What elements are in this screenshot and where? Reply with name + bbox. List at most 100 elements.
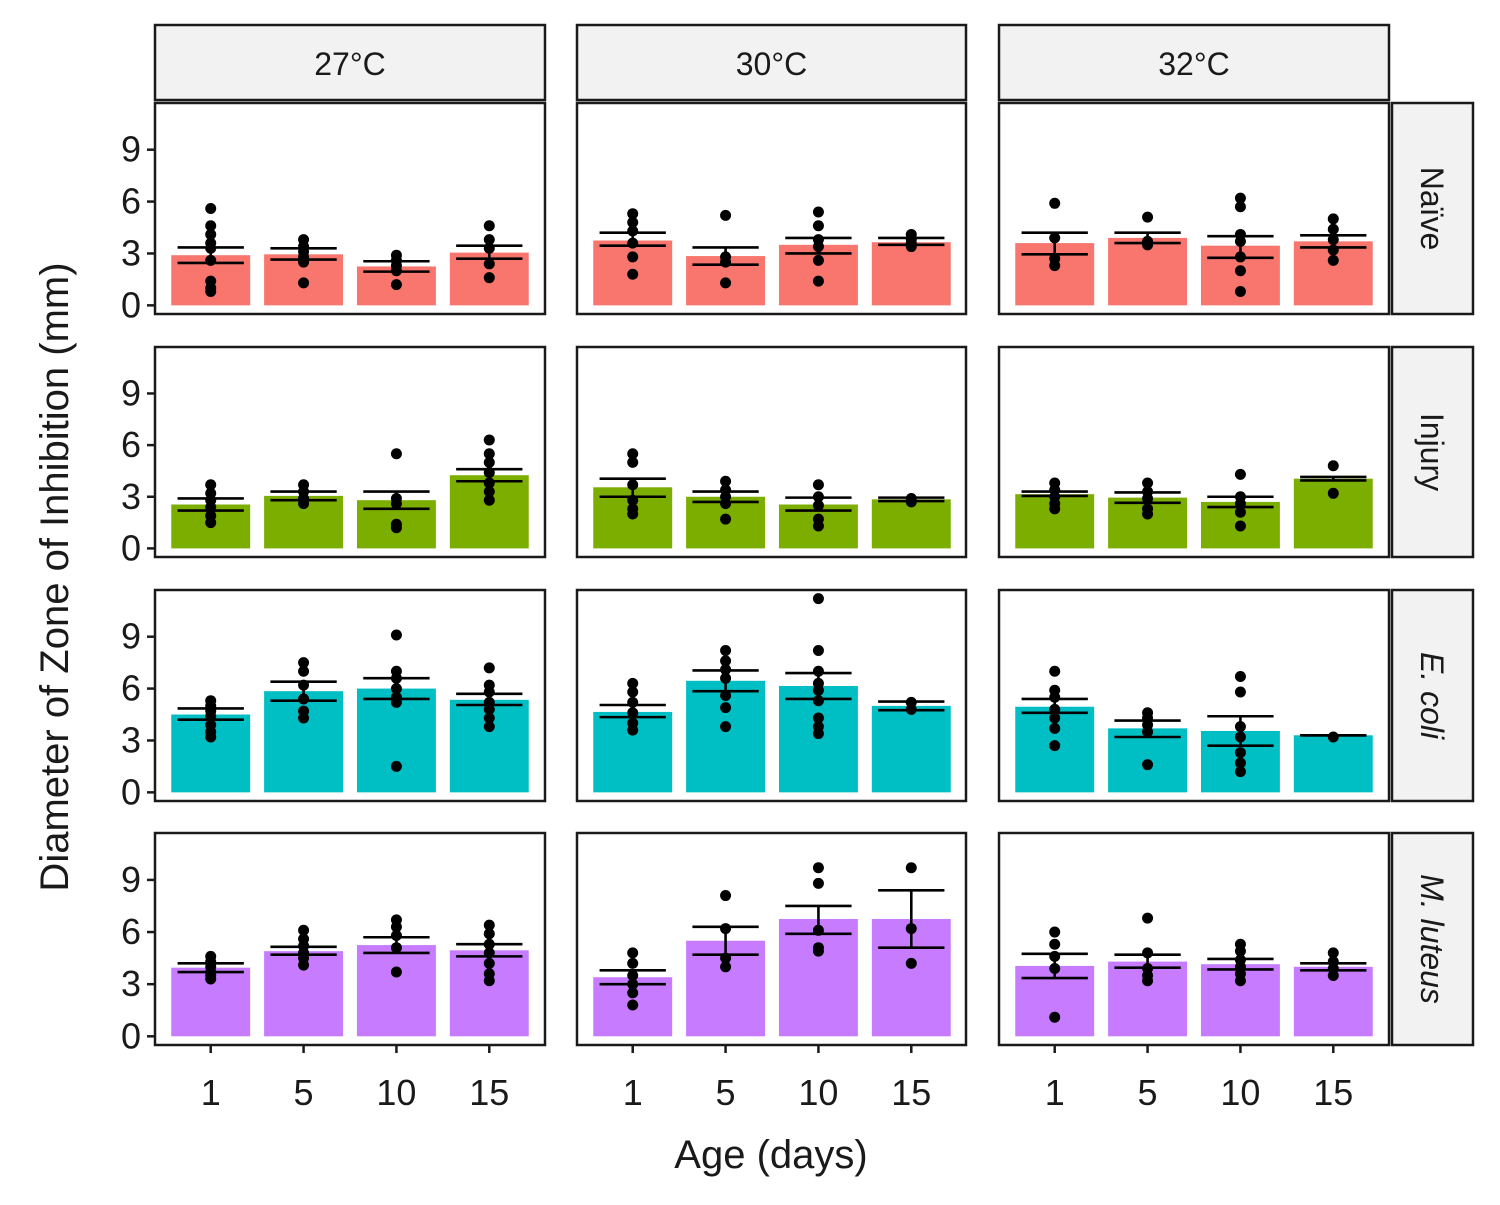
- point-na-ve-27-c-day-1-6: [205, 254, 217, 266]
- y-tick-label-e-coli-6: 6: [121, 668, 141, 709]
- point-na-ve-27-c-day-10-4: [390, 265, 402, 277]
- point-e-coli-32-c-day-1-1: [1049, 665, 1061, 677]
- point-injury-27-c-day-10-3: [390, 498, 402, 510]
- point-na-ve-27-c-day-1-9: [205, 286, 217, 298]
- point-injury-27-c-day-15-4: [483, 467, 495, 479]
- column-strip-label-1: 27°C: [314, 46, 386, 82]
- bar-m-luteus-27-c-day-10: [356, 945, 436, 1037]
- column-strip-2: [575, 23, 968, 102]
- point-m-luteus-32-c-day-1-2: [1049, 938, 1061, 950]
- point-m-luteus-32-c-day-1-3: [1049, 950, 1061, 962]
- point-m-luteus-27-c-day-15-5: [483, 957, 495, 969]
- point-e-coli-27-c-day-10-4: [390, 683, 402, 695]
- point-injury-30-c-day-5-4: [720, 498, 732, 510]
- point-injury-32-c-day-10-4: [1234, 506, 1246, 518]
- point-e-coli-30-c-day-5-1: [720, 645, 732, 657]
- point-e-coli-27-c-day-5-3: [298, 679, 310, 691]
- point-injury-30-c-day-1-3: [627, 479, 639, 491]
- point-e-coli-30-c-day-1-3: [627, 696, 639, 708]
- point-na-ve-32-c-day-15-5: [1327, 254, 1339, 266]
- point-m-luteus-32-c-day-5-2: [1142, 947, 1154, 959]
- point-injury-32-c-day-5-3: [1142, 492, 1154, 504]
- point-e-coli-30-c-day-10-9: [812, 728, 824, 740]
- y-tick-label-e-coli-9: 9: [121, 616, 141, 657]
- point-injury-27-c-day-15-7: [483, 494, 495, 506]
- point-e-coli-27-c-day-15-7: [483, 721, 495, 733]
- point-na-ve-27-c-day-10-5: [390, 279, 402, 291]
- point-na-ve-30-c-day-1-3: [627, 225, 639, 237]
- bar-injury-30-c-day-15: [871, 499, 951, 549]
- bar-na-ve-30-c-day-15: [871, 242, 951, 306]
- point-injury-30-c-day-5-5: [720, 513, 732, 525]
- point-na-ve-30-c-day-10-6: [812, 275, 824, 287]
- point-injury-27-c-day-1-6: [205, 517, 217, 529]
- point-injury-27-c-day-1-1: [205, 479, 217, 491]
- point-e-coli-27-c-day-10-6: [390, 696, 402, 708]
- point-m-luteus-27-c-day-15-4: [483, 947, 495, 959]
- y-tick-label-m-luteus-0: 0: [121, 1015, 141, 1056]
- point-e-coli-30-c-day-5-6: [720, 702, 732, 714]
- x-tick-label-27-c-15: 15: [469, 1072, 509, 1113]
- point-e-coli-30-c-day-1-2: [627, 686, 639, 698]
- point-na-ve-27-c-day-1-5: [205, 242, 217, 254]
- point-na-ve-27-c-day-5-5: [298, 256, 310, 268]
- point-m-luteus-30-c-day-10-3: [812, 924, 824, 936]
- point-m-luteus-27-c-day-10-3: [390, 930, 402, 942]
- point-e-coli-30-c-day-1-6: [627, 724, 639, 736]
- x-tick-label-32-c-1: 1: [1045, 1072, 1065, 1113]
- point-e-coli-27-c-day-10-3: [390, 672, 402, 684]
- point-e-coli-30-c-day-5-5: [720, 690, 732, 701]
- point-m-luteus-30-c-day-10-1: [812, 862, 824, 874]
- point-na-ve-30-c-day-1-1: [627, 208, 639, 220]
- row-strip-injury: [1390, 345, 1475, 559]
- point-injury-32-c-day-1-5: [1049, 503, 1061, 515]
- point-e-coli-32-c-day-1-6: [1049, 722, 1061, 734]
- point-m-luteus-27-c-day-1-6: [205, 973, 217, 985]
- point-na-ve-32-c-day-10-6: [1234, 265, 1246, 277]
- row-strip-label-m-luteus: M. luteus: [1414, 874, 1450, 1004]
- x-tick-label-32-c-15: 15: [1313, 1072, 1353, 1113]
- x-tick-label-30-c-10: 10: [798, 1072, 838, 1113]
- point-injury-30-c-day-1-4: [627, 494, 639, 506]
- row-strip-e-coli: [1390, 588, 1475, 803]
- point-injury-32-c-day-15-2: [1327, 487, 1339, 499]
- point-injury-32-c-day-15-1: [1327, 460, 1339, 472]
- point-na-ve-27-c-day-15-5: [483, 272, 495, 284]
- row-strip-label-injury: Injury: [1414, 413, 1450, 491]
- point-injury-30-c-day-10-3: [812, 499, 824, 511]
- point-injury-30-c-day-1-1: [627, 448, 639, 460]
- point-na-ve-27-c-day-1-1: [205, 203, 217, 214]
- point-na-ve-30-c-day-10-1: [812, 206, 824, 218]
- point-na-ve-32-c-day-10-2: [1234, 201, 1246, 213]
- point-na-ve-27-c-day-5-6: [298, 277, 310, 289]
- point-na-ve-32-c-day-15-1: [1327, 213, 1339, 225]
- point-m-luteus-27-c-day-15-2: [483, 928, 495, 940]
- point-e-coli-30-c-day-1-4: [627, 707, 639, 719]
- x-tick-label-30-c-15: 15: [891, 1072, 931, 1113]
- y-tick-label-m-luteus-9: 9: [121, 859, 141, 900]
- point-e-coli-27-c-day-10-1: [390, 629, 402, 641]
- point-e-coli-30-c-day-10-7: [812, 712, 824, 724]
- point-injury-27-c-day-15-6: [483, 486, 495, 498]
- column-strip-3: [997, 23, 1391, 102]
- point-m-luteus-30-c-day-10-5: [812, 945, 824, 957]
- point-na-ve-30-c-day-1-6: [627, 268, 639, 280]
- point-e-coli-27-c-day-15-6: [483, 712, 495, 724]
- point-injury-32-c-day-5-5: [1142, 508, 1154, 520]
- bar-m-luteus-30-c-day-10: [778, 919, 858, 1037]
- point-injury-32-c-day-10-1: [1234, 468, 1246, 480]
- point-e-coli-32-c-day-10-6: [1234, 757, 1246, 769]
- point-m-luteus-30-c-day-15-2: [905, 923, 917, 935]
- x-tick-label-27-c-5: 5: [294, 1072, 314, 1113]
- y-tick-label-na-ve-9: 9: [121, 129, 141, 170]
- point-e-coli-32-c-day-5-4: [1142, 726, 1154, 738]
- y-tick-label-e-coli-0: 0: [121, 771, 141, 812]
- point-e-coli-30-c-day-1-1: [627, 677, 639, 689]
- point-m-luteus-27-c-day-15-7: [483, 975, 495, 987]
- point-na-ve-32-c-day-10-4: [1234, 235, 1246, 247]
- point-na-ve-27-c-day-15-4: [483, 258, 495, 270]
- point-m-luteus-27-c-day-10-5: [390, 966, 402, 978]
- point-na-ve-30-c-day-10-2: [812, 220, 824, 232]
- point-injury-27-c-day-15-1: [483, 434, 495, 446]
